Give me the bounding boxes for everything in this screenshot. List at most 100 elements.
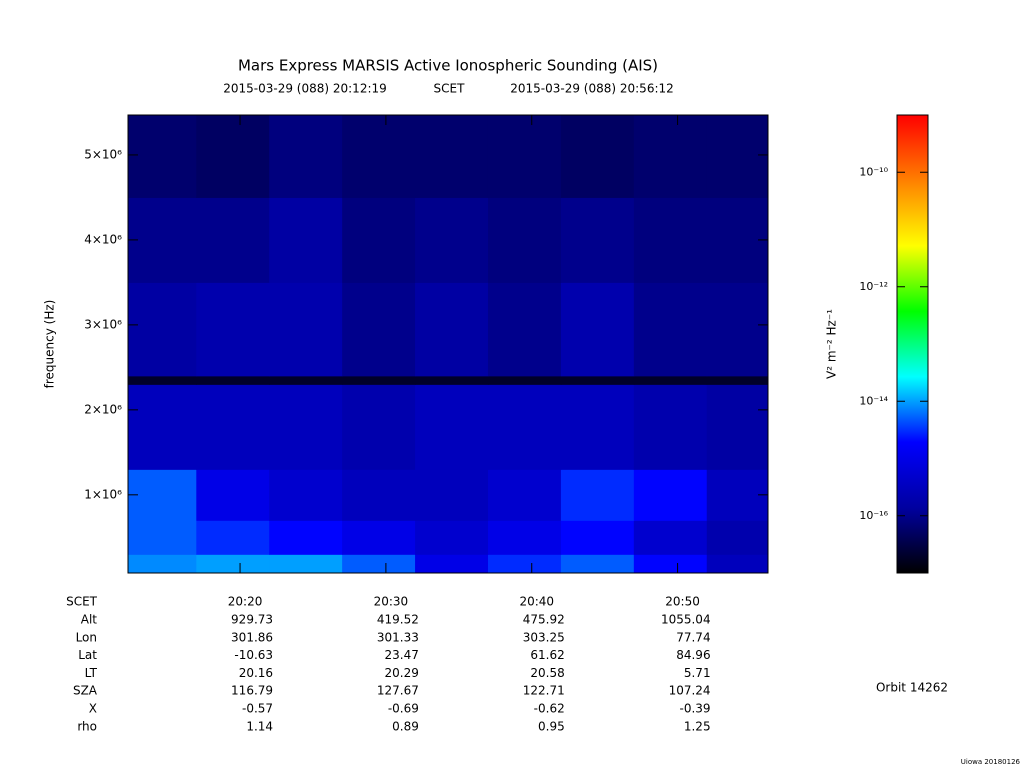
y-tick-label: 1×10⁶ — [84, 487, 122, 501]
heatmap-cell — [128, 197, 197, 283]
ephemeris-label: SZA — [73, 684, 98, 698]
heatmap-cell — [128, 469, 197, 521]
colorbar-tick-label: 10⁻¹⁴ — [859, 394, 888, 407]
end-time: 2015-03-29 (088) 20:56:12 — [510, 82, 674, 96]
heatmap-cell — [487, 469, 562, 521]
colorbar — [896, 114, 929, 574]
ephemeris-value: 929.73 — [231, 613, 273, 627]
ephemeris-value: 122.71 — [523, 684, 565, 698]
ephemeris-value: -10.63 — [234, 648, 273, 662]
heatmap-cell — [487, 520, 562, 555]
ephemeris-label: Alt — [81, 613, 98, 627]
heatmap-cell — [560, 282, 635, 377]
ephemeris-value: 116.79 — [231, 684, 273, 698]
ephemeris-value: 20.16 — [239, 666, 273, 680]
heatmap-cell — [706, 282, 769, 377]
ephemeris-value: -0.69 — [388, 702, 419, 716]
heatmap-cell — [196, 115, 270, 198]
heatmap-cell — [415, 197, 489, 283]
ephemeris-label: LT — [85, 666, 98, 680]
heatmap-cell — [487, 115, 562, 198]
ephemeris-value: 301.33 — [377, 630, 419, 644]
heatmap-cell — [560, 197, 635, 283]
heatmap-cell — [128, 115, 197, 198]
ephemeris-label: Lat — [78, 648, 97, 662]
heatmap-cell — [633, 375, 708, 385]
heatmap-cell — [415, 469, 489, 521]
x-tick-label: 20:40 — [519, 595, 554, 609]
colorbar-tick-label: 10⁻¹⁶ — [859, 509, 888, 522]
ephemeris-value: 84.96 — [676, 648, 710, 662]
heatmap-cell — [633, 197, 708, 283]
heatmap-cell — [487, 282, 562, 377]
ephemeris-value: 1055.04 — [661, 613, 711, 627]
heatmap-cell — [560, 520, 635, 555]
ephemeris-value: 475.92 — [523, 613, 565, 627]
y-axis-label: frequency (Hz) — [43, 300, 57, 389]
colorbar-tick-label: 10⁻¹⁰ — [859, 165, 888, 178]
heatmap-cell — [342, 282, 416, 377]
heatmap-cell — [560, 384, 635, 470]
heatmap-cell — [487, 197, 562, 283]
ephemeris-value: 127.67 — [377, 684, 419, 698]
heatmap-cell — [706, 375, 769, 385]
ephemeris-value: 23.47 — [385, 648, 419, 662]
heatmap-cell — [415, 520, 489, 555]
heatmap-cell — [415, 115, 489, 198]
heatmap-cell — [269, 554, 343, 574]
start-time: 2015-03-29 (088) 20:12:19 — [223, 82, 387, 96]
heatmap-cell — [269, 520, 343, 555]
heatmap-cell — [415, 282, 489, 377]
heatmap-cell — [128, 384, 197, 470]
ephemeris-value: 301.86 — [231, 630, 273, 644]
heatmap-cell — [196, 554, 270, 574]
heatmap-cell — [487, 384, 562, 470]
heatmap-cell — [560, 115, 635, 198]
heatmap-cell — [706, 520, 769, 555]
x-tick-label: 20:30 — [374, 595, 409, 609]
heatmap-cell — [633, 520, 708, 555]
heatmap-cell — [128, 554, 197, 574]
heatmap-cell — [487, 375, 562, 385]
ephemeris-value: -0.39 — [680, 702, 711, 716]
heatmap-cell — [342, 375, 416, 385]
y-tick-label: 4×10⁶ — [84, 232, 122, 246]
colorbar-tick-label: 10⁻¹² — [859, 280, 888, 293]
x-tick-label: 20:50 — [665, 595, 700, 609]
heatmap-cell — [196, 520, 270, 555]
y-tick-label: 3×10⁶ — [84, 317, 122, 331]
ephemeris-value: 0.89 — [392, 719, 419, 733]
plot-frame — [127, 114, 769, 574]
ephemeris-value: 303.25 — [523, 630, 565, 644]
heatmap-cell — [269, 282, 343, 377]
heatmap-cell — [342, 197, 416, 283]
heatmap-cell — [342, 115, 416, 198]
heatmap-cell — [128, 282, 197, 377]
heatmap-cell — [128, 375, 197, 385]
heatmap-cell — [633, 554, 708, 574]
heatmap-cell — [128, 520, 197, 555]
ephemeris-value: 419.52 — [377, 613, 419, 627]
ephemeris-value: 20.58 — [530, 666, 564, 680]
heatmap-cell — [196, 197, 270, 283]
ephemeris-value: 1.14 — [246, 719, 273, 733]
heatmap-cell — [196, 469, 270, 521]
ephemeris-value: 20.29 — [385, 666, 419, 680]
heatmap-cell — [269, 469, 343, 521]
heatmap-cell — [269, 115, 343, 198]
heatmap-cell — [196, 375, 270, 385]
heatmap-cell — [342, 384, 416, 470]
heatmap-cell — [196, 384, 270, 470]
ephemeris-value: 61.62 — [530, 648, 564, 662]
heatmap-cell — [415, 375, 489, 385]
x-tick-label: 20:20 — [228, 595, 263, 609]
heatmap-cell — [706, 554, 769, 574]
heatmap-cell — [342, 554, 416, 574]
heatmap-cell — [560, 554, 635, 574]
heatmap-cell — [633, 384, 708, 470]
heatmap-cell — [415, 554, 489, 574]
ephemeris-label: rho — [77, 719, 97, 733]
time-label: SCET — [434, 82, 466, 96]
